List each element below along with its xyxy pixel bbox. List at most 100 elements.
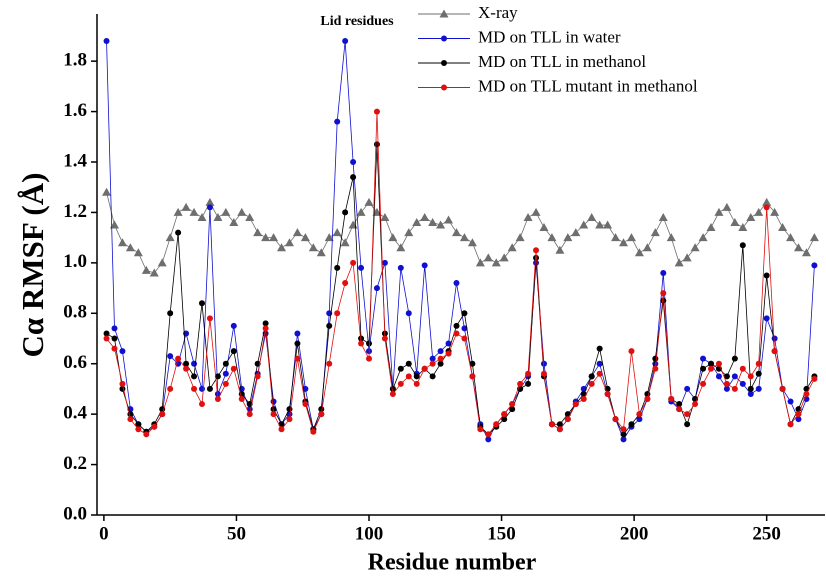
x-tick-label: 150 <box>487 523 516 544</box>
marker <box>588 380 595 387</box>
marker <box>103 330 110 337</box>
marker <box>811 262 818 269</box>
marker <box>715 373 722 380</box>
marker <box>453 322 460 329</box>
marker <box>117 238 127 247</box>
marker <box>634 248 644 257</box>
y-tick-label: 0.0 <box>63 503 87 524</box>
marker <box>348 220 358 229</box>
marker <box>690 243 700 252</box>
marker <box>237 207 247 216</box>
marker <box>515 233 525 242</box>
marker <box>206 385 213 392</box>
marker <box>451 228 461 237</box>
marker <box>793 243 803 252</box>
marker <box>444 215 454 224</box>
marker <box>173 207 183 216</box>
x-tick-label: 0 <box>99 523 109 544</box>
marker <box>563 233 573 242</box>
marker <box>389 385 396 392</box>
marker <box>700 355 707 362</box>
marker <box>262 325 269 332</box>
marker <box>533 247 540 254</box>
marker <box>198 385 205 392</box>
marker <box>445 350 452 357</box>
marker <box>493 421 500 428</box>
marker <box>277 243 287 252</box>
marker <box>626 233 636 242</box>
marker <box>642 243 652 252</box>
marker <box>206 315 213 322</box>
marker <box>388 233 398 242</box>
marker <box>517 380 524 387</box>
marker <box>666 233 676 242</box>
marker <box>245 212 255 221</box>
marker <box>556 426 563 433</box>
marker <box>439 9 449 18</box>
marker <box>525 380 532 387</box>
marker <box>548 421 555 428</box>
marker <box>441 84 447 91</box>
marker <box>676 401 683 408</box>
marker <box>723 385 730 392</box>
marker <box>324 233 334 242</box>
marker <box>373 141 380 148</box>
marker <box>650 228 660 237</box>
marker <box>191 360 198 367</box>
marker <box>556 421 563 428</box>
series-line <box>106 40 815 441</box>
y-tick-label: 1.6 <box>63 100 87 121</box>
marker <box>779 385 786 392</box>
marker <box>636 411 643 418</box>
marker <box>111 325 118 332</box>
marker <box>397 380 404 387</box>
marker <box>755 360 762 367</box>
marker <box>214 396 221 403</box>
marker <box>318 406 325 413</box>
marker <box>381 335 388 342</box>
marker <box>485 436 492 443</box>
marker <box>183 360 190 367</box>
y-tick-label: 1.8 <box>63 50 87 71</box>
marker <box>364 197 374 206</box>
marker <box>222 360 229 367</box>
y-tick-label: 0.8 <box>63 302 87 323</box>
marker <box>453 280 460 287</box>
marker <box>739 242 746 249</box>
marker <box>571 228 581 237</box>
marker <box>660 269 667 276</box>
marker <box>501 411 508 418</box>
marker <box>803 390 810 397</box>
marker <box>125 243 135 252</box>
marker <box>628 348 635 355</box>
marker <box>747 385 754 392</box>
marker <box>644 396 651 403</box>
marker <box>358 264 365 271</box>
marker <box>198 401 205 408</box>
marker <box>763 315 770 322</box>
marker <box>413 380 420 387</box>
series-line <box>106 144 815 436</box>
x-tick-label: 100 <box>355 523 384 544</box>
marker <box>191 385 198 392</box>
marker <box>167 385 174 392</box>
marker <box>682 253 692 262</box>
marker <box>143 431 150 438</box>
marker <box>469 373 476 380</box>
marker <box>270 398 277 405</box>
marker <box>755 385 762 392</box>
marker <box>133 248 143 257</box>
y-tick-label: 1.2 <box>63 201 87 222</box>
marker <box>340 238 350 247</box>
marker <box>787 421 794 428</box>
marker <box>588 373 595 380</box>
marker <box>714 207 724 216</box>
marker <box>539 223 549 232</box>
marker <box>222 380 229 387</box>
marker <box>149 268 159 277</box>
marker <box>770 207 780 216</box>
marker <box>437 355 444 362</box>
marker <box>523 212 533 221</box>
marker <box>723 373 730 380</box>
